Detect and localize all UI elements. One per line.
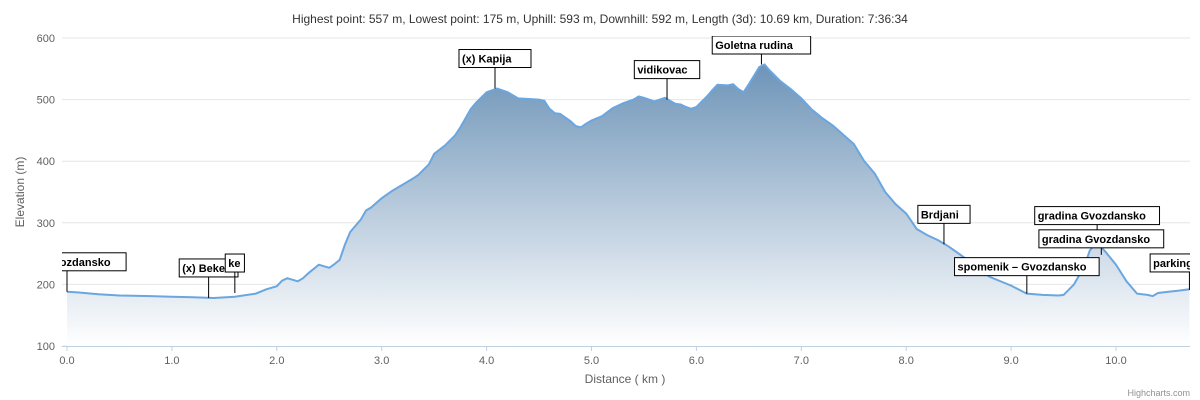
flag-label: Brdjani (921, 209, 959, 221)
flag-box (62, 252, 127, 272)
flag-box (711, 36, 812, 55)
y-tick-label: 600 (37, 33, 55, 45)
elevation-area-fill (67, 64, 1190, 346)
elevation-area (66, 63, 1190, 346)
highcharts-credits[interactable]: Highcharts.com (1127, 388, 1190, 398)
x-tick-label: 1.0 (164, 355, 179, 367)
flag-label: gradina Gvozdansko (1038, 211, 1146, 223)
waypoint-flag[interactable]: gradina Gvozdansko (1038, 229, 1165, 255)
flag-box (458, 49, 532, 69)
waypoint-flag[interactable]: vidikovac (633, 60, 701, 100)
y-tick-label: 200 (37, 279, 55, 291)
flag-box (1149, 253, 1190, 273)
flag-label: ke (228, 258, 240, 270)
x-tick-label: 4.0 (479, 355, 494, 367)
waypoint-flags: enik – Gvozdansko (x) Beke ke (x) Kapija vid… (8, 36, 1200, 298)
waypoint-flag[interactable]: (x) Beke (178, 258, 239, 298)
waypoint-flag[interactable]: Goletna rudina (711, 36, 812, 65)
flag-box (633, 60, 701, 80)
y-axis-ticks: 100 200 300 400 500 600 (37, 33, 55, 353)
flag-label: (x) Beke (182, 263, 225, 275)
flag-label: enik – Gvozdansko (11, 257, 111, 269)
flag-box (1034, 206, 1161, 226)
elevation-line[interactable] (66, 63, 1190, 300)
waypoint-flag[interactable]: Brdjani (917, 204, 971, 245)
y-tick-label: 400 (37, 156, 55, 168)
flag-box (1038, 229, 1165, 249)
x-tick-label: 7.0 (794, 355, 809, 367)
flag-label: spomenik – Gvozdansko (958, 262, 1087, 274)
chart-stats-title: Highest point: 557 m, Lowest point: 175 … (292, 12, 908, 26)
flag-box (954, 257, 1100, 277)
flag-label: (x) Kapija (462, 54, 512, 66)
x-tick-label: 2.0 (269, 355, 284, 367)
waypoint-flag[interactable]: ke (224, 253, 245, 294)
x-axis: 0.0 1.0 2.0 3.0 4.0 5.0 6.0 7.0 8.0 9.0 10.0 (59, 346, 1190, 367)
x-tick-label: 10.0 (1105, 355, 1126, 367)
flag-label: parking – G (1153, 258, 1200, 270)
x-tick-label: 8.0 (899, 355, 914, 367)
x-tick-label: 0.0 (59, 355, 74, 367)
waypoint-flag[interactable]: parking – G (1149, 253, 1200, 290)
x-tick-label: 5.0 (584, 355, 599, 367)
x-axis-title: Distance ( km ) (585, 372, 666, 386)
waypoint-flag[interactable]: gradina Gvozdansko (1034, 206, 1161, 246)
flag-label: gradina Gvozdansko (1042, 234, 1150, 246)
y-tick-label: 300 (37, 218, 55, 230)
waypoint-flag[interactable]: enik – Gvozdansko (8, 252, 127, 292)
waypoint-flag[interactable]: spomenik – Gvozdansko (954, 257, 1100, 294)
x-tick-label: 6.0 (689, 355, 704, 367)
x-tick-label: 9.0 (1003, 355, 1018, 367)
flag-label: vidikovac (637, 65, 687, 77)
waypoint-flag[interactable]: (x) Kapija (458, 49, 532, 89)
flag-label: Goletna rudina (715, 40, 794, 52)
flag-box (224, 253, 245, 273)
y-tick-label: 100 (37, 341, 55, 353)
x-tick-label: 3.0 (374, 355, 389, 367)
flag-box (917, 204, 971, 224)
y-axis-title: Elevation (m) (13, 157, 27, 228)
y-tick-label: 500 (37, 95, 55, 107)
